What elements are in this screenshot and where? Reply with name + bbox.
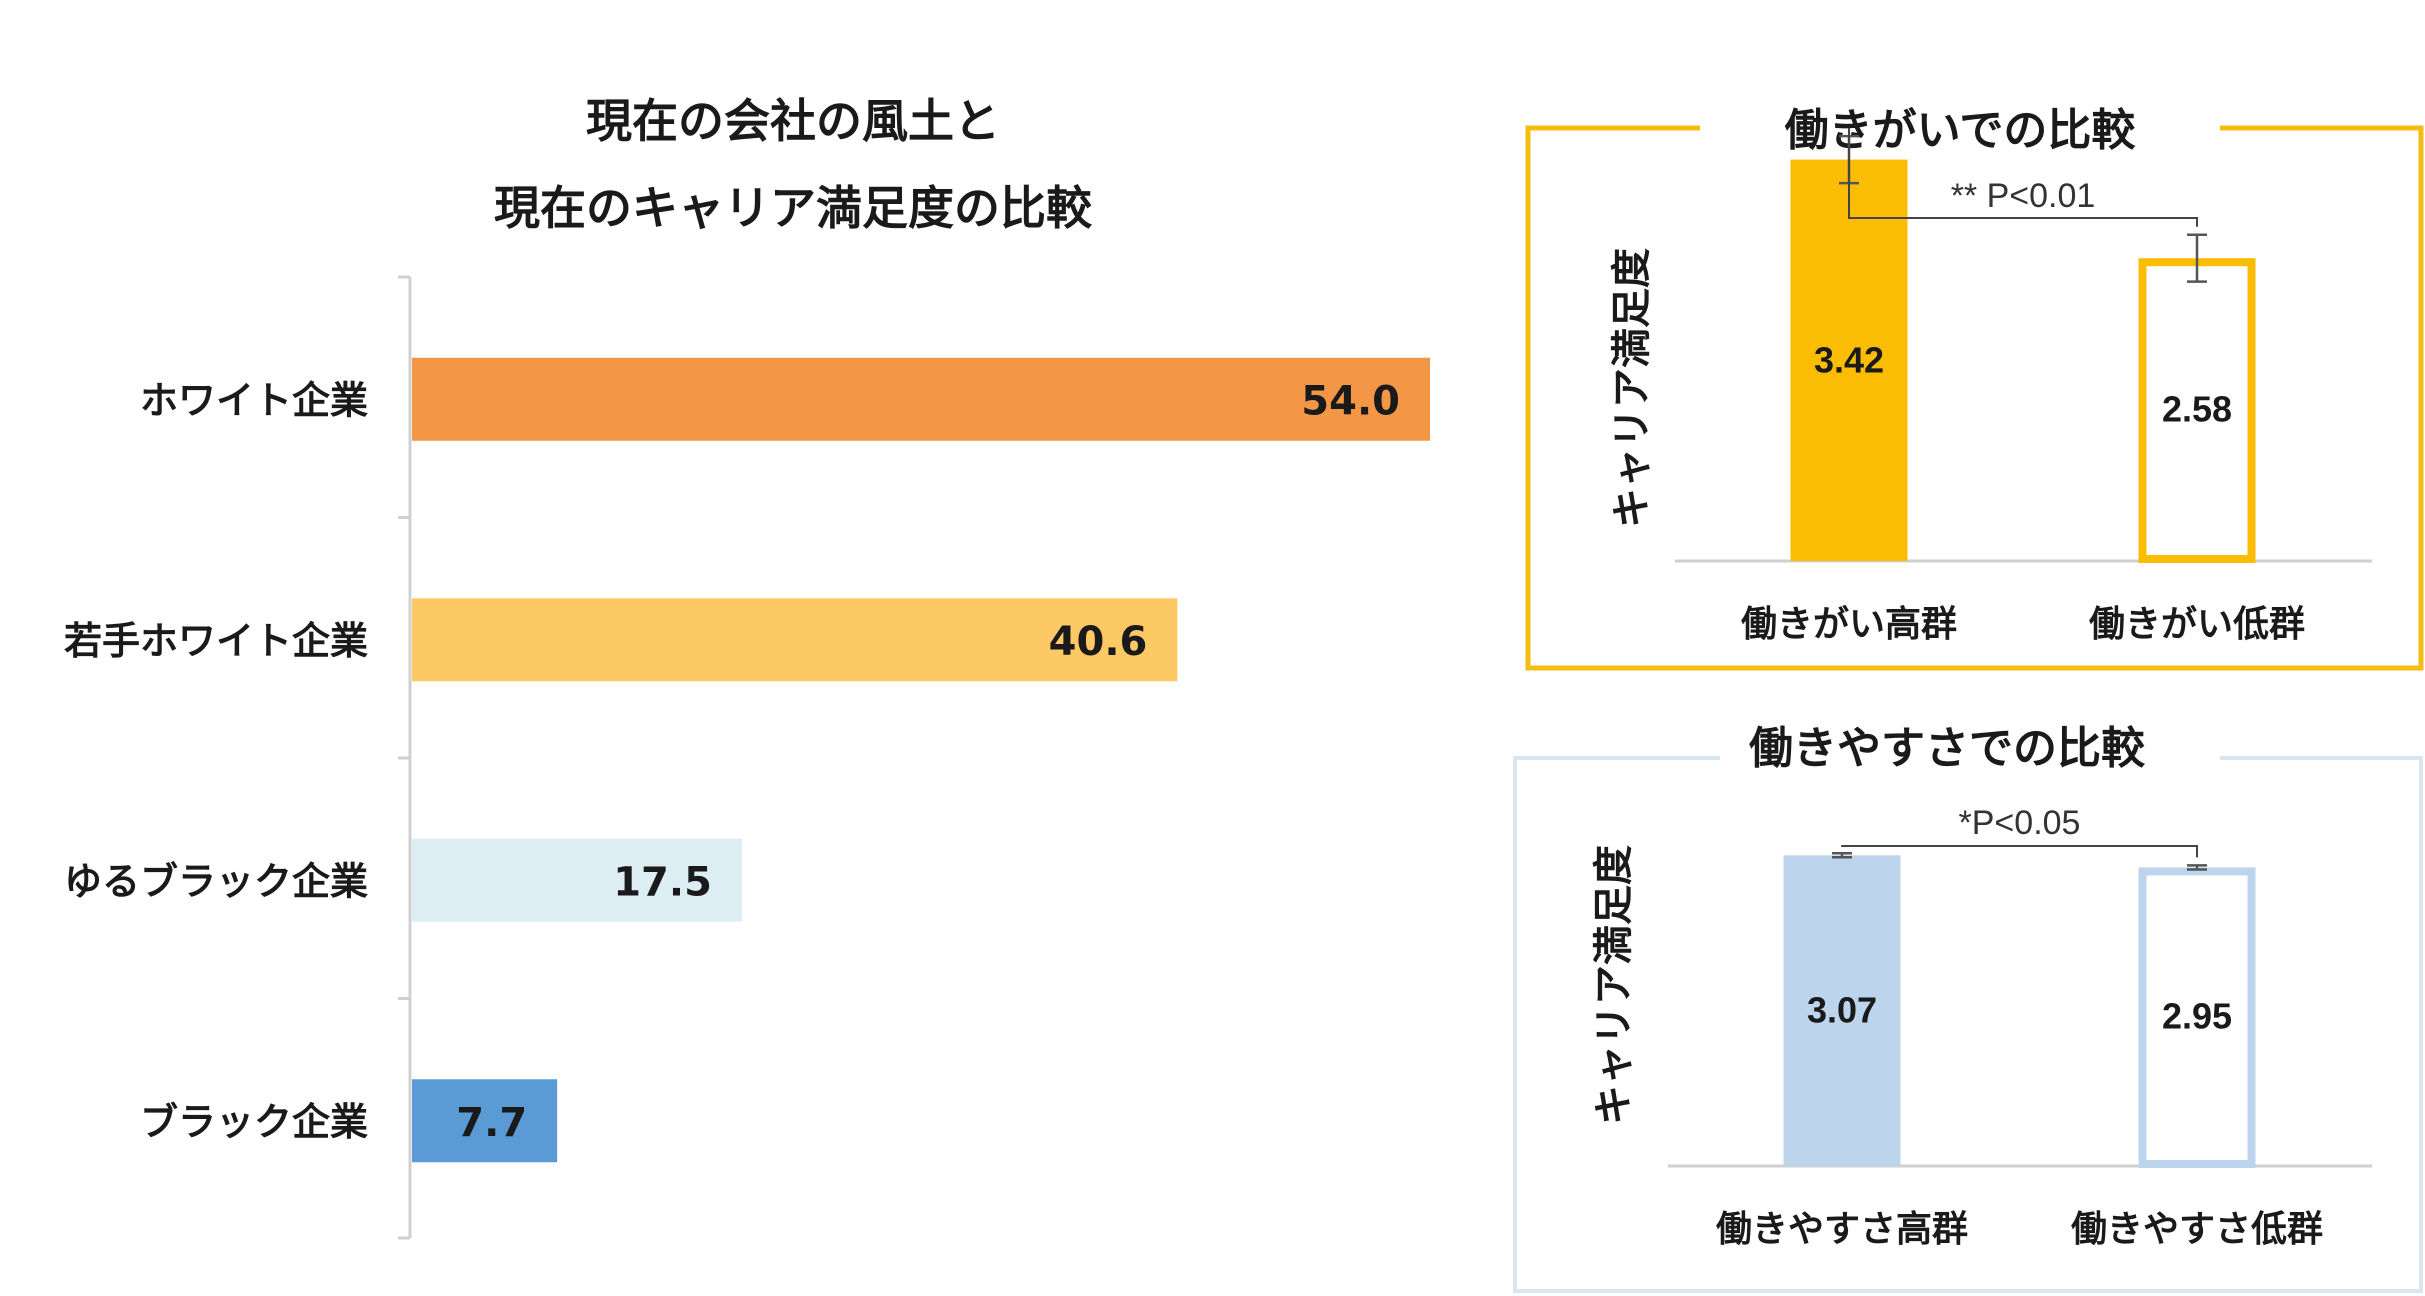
panel-category-label: 働きがい低群 [2089, 604, 2305, 645]
panel-hatarakiyasusa: 働きやすさでの比較 キャリア満足度 3.07 働きやすさ高群 2.95 働きやすさ低群… [1513, 718, 2423, 1293]
left-chart-category-label: 若手ホワイト企業 [64, 619, 368, 663]
left-chart-category-label: ブラック企業 [140, 1100, 368, 1144]
panel-hatarakigai-title-mask [1700, 100, 2220, 160]
panel-hatarakigai-ylabel: キャリア満足度 [1609, 248, 1655, 528]
panel-hatarakigai-plot: 3.42 働きがい高群 2.58 働きがい低群 ** P<0.01 [1675, 128, 2372, 645]
panel-significance-bracket [1848, 128, 2198, 227]
panel-category-label: 働きやすさ低群 [2071, 1209, 2323, 1250]
panel-hatarakigai-title: 働きがいでの比較 [1785, 105, 2137, 156]
panel-hatarakiyasusa-ylabel: キャリア満足度 [1591, 845, 1637, 1125]
left-chart-value-label: 54.0 [1301, 378, 1400, 424]
left-chart-bar [412, 838, 742, 922]
panel-value-label: 3.42 [1814, 339, 1884, 380]
panel-value-label: 2.95 [2162, 996, 2232, 1037]
left-chart-bar [412, 598, 1178, 682]
panel-significance-bracket [1841, 845, 2198, 858]
panel-hatarakigai: 働きがいでの比較 キャリア満足度 3.42 働きがい高群 2.58 働きがい低群 ** … [1525, 100, 2424, 671]
left-chart-category-label: ホワイト企業 [140, 378, 368, 422]
panel-value-label: 2.58 [2162, 389, 2232, 430]
left-chart-title-line2: 現在のキャリア満足度の比較 [494, 181, 1093, 235]
left-chart-value-label: 7.7 [456, 1100, 527, 1146]
left-chart-bar [412, 1079, 558, 1163]
panel-hatarakiyasusa-title: 働きやすさでの比較 [1749, 723, 2146, 774]
panel-hatarakiyasusa-plot: 3.07 働きやすさ高群 2.95 働きやすさ低群 *P<0.05 [1668, 804, 2372, 1250]
left-chart-value-label: 40.6 [1049, 619, 1148, 665]
left-chart: 現在の会社の風土と 現在のキャリア満足度の比較 ホワイト企業 54.0 若手ホワイト… [64, 94, 1430, 1240]
panel-significance-label: *P<0.05 [1959, 804, 2081, 842]
panel-bar-outline [2138, 867, 2256, 1168]
left-chart-title-line1: 現在の会社の風土と [586, 94, 1000, 148]
panel-bar-filled [1783, 855, 1901, 1166]
panel-value-label: 3.07 [1807, 990, 1877, 1031]
panel-hatarakiyasusa-title-mask [1720, 718, 2220, 784]
left-chart-category-label: ゆるブラック企業 [64, 859, 368, 903]
left-chart-bar [412, 357, 1430, 441]
left-chart-value-label: 17.5 [613, 859, 712, 905]
panel-significance-label: ** P<0.01 [1951, 177, 2096, 215]
panel-category-label: 働きやすさ高群 [1716, 1209, 1968, 1250]
panel-category-label: 働きがい高群 [1741, 604, 1957, 645]
left-chart-bars: ホワイト企業 54.0 若手ホワイト企業 40.6 ゆるブラック企業 17.5 ブラック企業… [64, 275, 1430, 1240]
panel-bar-filled [1790, 159, 1908, 561]
